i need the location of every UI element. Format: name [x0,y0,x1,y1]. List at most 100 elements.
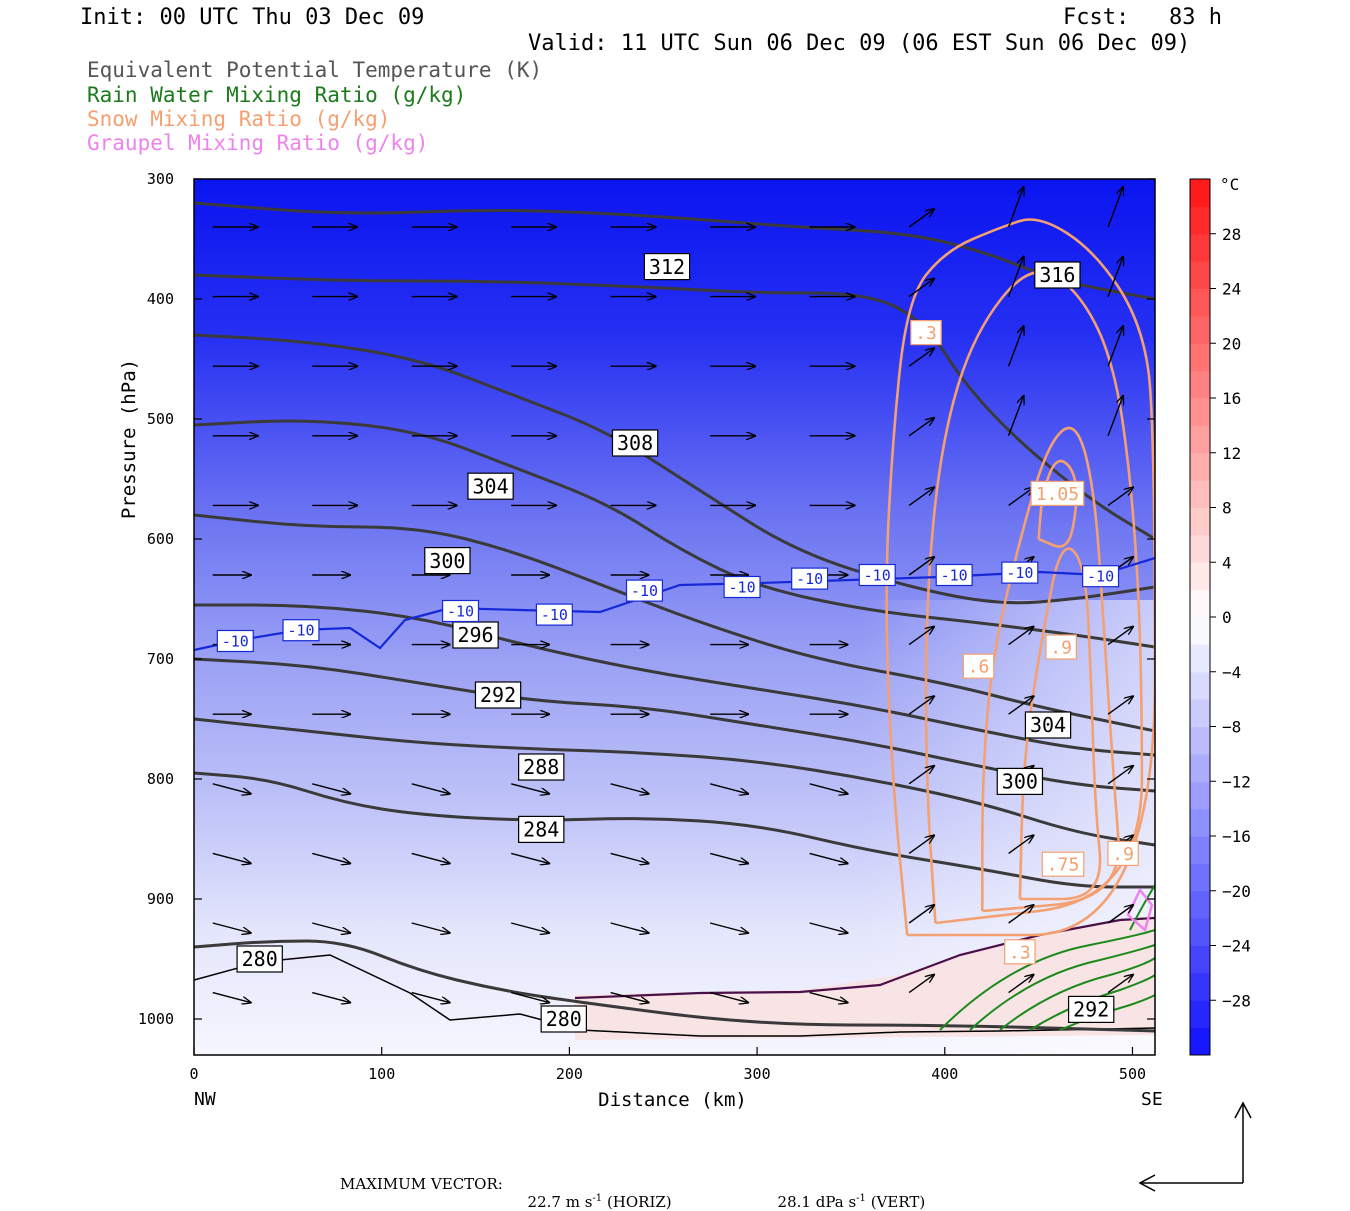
isotherm-label-box [858,563,896,587]
x-tick-label: 400 [931,1065,958,1083]
wind-vector [1107,187,1123,228]
isotherm-label-box [935,563,973,587]
isotherm-label-box [1001,561,1039,584]
colorbar-tick-label: 16 [1222,389,1241,408]
theta-e-contour-284 [194,771,1155,889]
colorbar-segment [1190,315,1210,344]
wind-vector [709,991,748,1003]
reference-vector-icon [1138,1101,1252,1192]
snow-label-box [910,320,942,346]
y-tick-label: 1000 [138,1010,174,1028]
plot-area: 280 280 284 288 292 296 300 304 308 312 316 304 300 2… [193,178,1156,1056]
wind-vector [212,991,251,1003]
wind-vector [212,922,251,933]
theta-e-label: 300 [1002,770,1038,794]
horiz-value: 22.7 m s [527,1193,593,1211]
colorbar-tick-label: −12 [1222,772,1251,791]
colorbar-segment [1190,179,1210,207]
theta-e-label: 304 [1030,713,1066,737]
wind-vector [809,991,848,1003]
wind-vector [511,783,549,794]
y-tick-label: 700 [147,650,174,668]
wind-vectors [212,187,1133,1003]
wind-vector [809,922,848,933]
colorbar: 28 24 20 16 12 8 4 0 −4 −8 −12 −16 −20 −24 −28 °C [1189,175,1251,1056]
colorbar-segment [1190,617,1210,645]
colorbar-segment [1190,644,1210,673]
colorbar-segment [1190,288,1210,317]
vert-exponent: -1 [856,1193,866,1204]
title-snow: Snow Mixing Ratio (g/kg) [87,107,391,131]
snow-label-box [962,653,995,679]
zero-degree-line [574,916,1155,1000]
wind-vector [1107,627,1133,646]
vert-value: 28.1 dPa s [777,1193,857,1211]
y-tick-label: 500 [147,410,174,428]
wind-vector [212,783,251,794]
snow-label-box [1030,480,1085,506]
theta-e-contour-316 [194,201,1155,301]
wind-vector [908,835,934,854]
wind-vector [908,279,934,298]
x-tick-label: 300 [744,1065,771,1083]
snow-label: .9 [1050,637,1072,658]
wind-vector [1107,766,1133,785]
x-tick-label: 200 [556,1065,583,1083]
colorbar-segment [1190,480,1210,508]
title-graupel: Graupel Mixing Ratio (g/kg) [87,131,429,155]
colorbar-segment [1190,972,1210,1001]
theta-e-label: 304 [472,474,508,498]
theta-e-label-box [518,815,565,844]
max-vector-horiz: 22.7 m s-1 (HORIZ) [518,1175,672,1211]
forecast-hour: Fcst: 83 h [1063,5,1222,30]
theta-e-contour-308 [194,333,1155,605]
wind-vector [511,991,549,1003]
wind-vector [312,852,350,863]
wind-vector [908,696,934,715]
wind-vector [610,783,649,794]
wind-vector [908,209,934,228]
theta-e-label: 284 [523,818,559,842]
snow-label-box [1107,840,1139,867]
x-tick-label: 500 [1119,1065,1146,1083]
wind-vector [1107,326,1123,367]
colorbar-segment [1190,918,1210,946]
isotherm-label: -10 [796,570,823,588]
colorbar-segment [1190,781,1210,810]
colorbar-tick-label: −20 [1222,882,1251,901]
colorbar-tick-label: −28 [1222,991,1251,1010]
wind-vector [1008,975,1034,994]
theta-e-label-box [236,945,283,973]
horiz-exponent: -1 [592,1193,603,1204]
isotherm-label: -10 [447,602,474,620]
colorbar-tick-label: 12 [1222,444,1241,463]
theta-e-label-box [1067,995,1115,1024]
wind-vector [1107,905,1133,924]
theta-e-label: 280 [546,1007,582,1031]
colorbar-segment [1190,945,1210,974]
colorbar-tick-label: −4 [1222,663,1241,682]
wind-vector [511,922,549,933]
colorbar-segment [1190,753,1210,782]
colorbar-segment [1190,261,1210,289]
theta-e-label-box [643,253,691,281]
wind-vector [1107,487,1133,506]
wind-vector [908,348,934,367]
wind-vector [1008,835,1034,854]
title-theta-e: Equivalent Potential Temperature (K) [87,58,543,82]
wind-vector [1107,257,1123,297]
y-tick-label: 900 [147,890,174,908]
colorbar-segment [1190,233,1210,262]
wind-vector [1007,187,1024,228]
wind-vector [709,852,748,863]
colorbar-tick-label: −8 [1222,718,1241,737]
colorbar-tick-label: 20 [1222,334,1241,353]
theta-e-label-box [1034,261,1081,289]
theta-e-label: 312 [649,255,685,279]
wind-vector [312,783,350,794]
wind-vector [610,852,649,863]
wind-vector [709,783,748,794]
colorbar-segment [1190,890,1210,919]
isotherm-label: -10 [541,606,568,624]
